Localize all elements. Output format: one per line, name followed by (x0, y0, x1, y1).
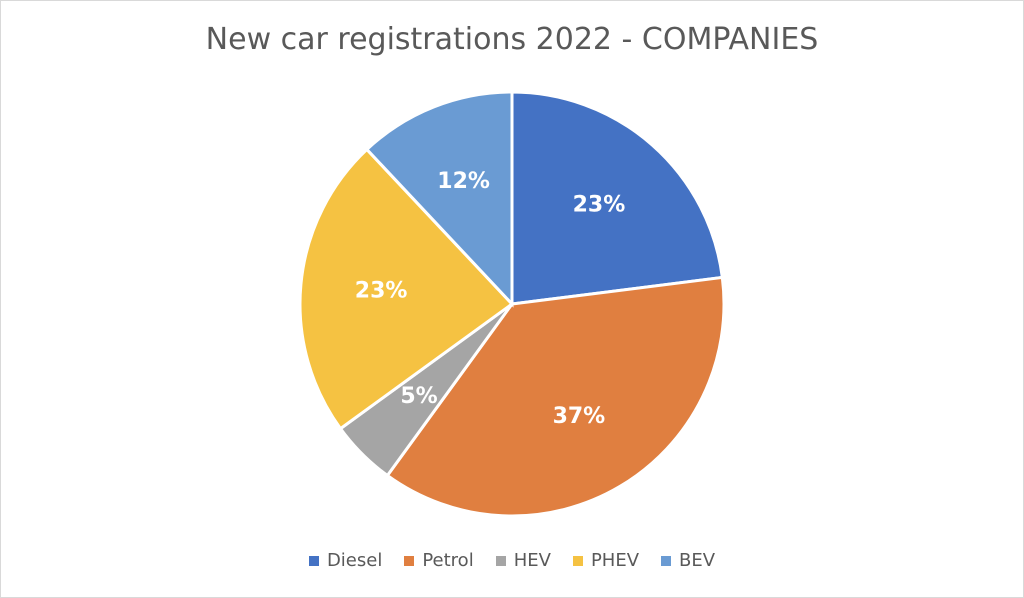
legend-label: Diesel (326, 550, 383, 571)
legend-swatch (404, 555, 415, 566)
legend-item-bev: BEV (661, 550, 715, 571)
legend-label: BEV (679, 550, 716, 571)
slice-label-petrol: 37% (553, 404, 606, 429)
slice-label-bev: 12% (437, 169, 490, 194)
pie-slice-phev (298, 147, 515, 431)
slice-label-diesel: 23% (573, 192, 626, 217)
legend-label: HEV (513, 550, 551, 571)
legend-swatch (495, 555, 506, 566)
legend-item-phev: PHEV (572, 550, 640, 571)
pie-slice-bev (364, 90, 514, 308)
pie-slice-diesel (510, 90, 725, 306)
legend-item-petrol: Petrol (404, 550, 474, 571)
chart-title: New car registrations 2022 - COMPANIES (205, 22, 819, 57)
slice-label-hev: 5% (400, 384, 437, 409)
legend-swatch (308, 555, 319, 566)
legend: Diesel Petrol HEV PHEV BEV (0, 550, 1024, 571)
legend-item-hev: HEV (495, 550, 551, 571)
pie-slice-petrol (385, 275, 726, 518)
legend-label: PHEV (590, 550, 640, 571)
slice-label-phev: 23% (355, 279, 408, 304)
legend-swatch (661, 555, 672, 566)
legend-swatch (572, 555, 583, 566)
legend-label: Petrol (422, 550, 474, 571)
legend-item-diesel: Diesel (308, 550, 383, 571)
